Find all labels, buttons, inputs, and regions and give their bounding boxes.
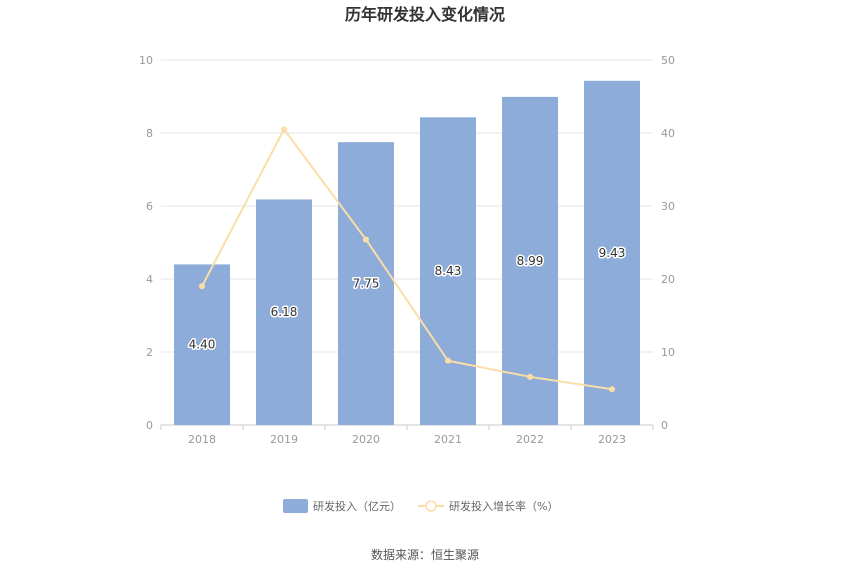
chart-title: 历年研发投入变化情况: [345, 5, 505, 24]
y-right-tick-label: 0: [661, 419, 668, 432]
source-note: 数据来源：恒生聚源: [371, 547, 479, 562]
bar: [502, 96, 558, 426]
bar: [584, 80, 640, 426]
y-left-tick-label: 0: [146, 419, 153, 432]
legend-bar-swatch: [283, 499, 308, 513]
y-left-tick-label: 4: [146, 273, 153, 286]
line-point: [281, 126, 287, 133]
growth-line: [201, 127, 613, 391]
line-point: [445, 357, 451, 364]
line-point: [199, 283, 205, 290]
gridlines: [161, 59, 653, 426]
y-right-tick-label: 10: [661, 346, 675, 359]
bar-series: 4.40 6.18 7.75 8.43 8.99 9.43: [174, 80, 640, 426]
y-left-tick-label: 8: [146, 127, 153, 140]
x-tick-label: 2020: [352, 433, 380, 446]
line-point: [363, 236, 369, 243]
y-left-tick-label: 2: [146, 346, 153, 359]
bar: [338, 142, 394, 425]
y-left-tick-label: 6: [146, 200, 153, 213]
bar: [420, 117, 476, 426]
bar-data-label: 8.99: [517, 254, 544, 268]
legend-label-bar: 研发投入（亿元）: [313, 499, 401, 513]
legend-line-marker: [425, 500, 437, 512]
x-tick-label: 2018: [188, 433, 216, 446]
y-left-tick-label: 10: [139, 54, 153, 67]
line-series: [199, 126, 615, 393]
line-point: [527, 373, 533, 380]
bar: [256, 199, 312, 425]
bar-data-label: 7.75: [353, 277, 380, 291]
x-tick-label: 2019: [270, 433, 298, 446]
y-right-tick-label: 30: [661, 200, 675, 213]
y-right-tick-label: 20: [661, 273, 675, 286]
y-right-tick-label: 40: [661, 127, 675, 140]
y-right-tick-label: 50: [661, 54, 675, 67]
bar-data-label: 9.43: [599, 246, 626, 260]
axes: 0 2 4 6 8 10 0 10 20 30 40 50 2018 2019 2020 2021 2022 20…: [139, 54, 675, 446]
legend: 研发投入（亿元） 研发投入增长率（%）: [283, 499, 558, 513]
x-tick-label: 2022: [516, 433, 544, 446]
bar-data-label: 6.18: [271, 305, 298, 319]
bar: [174, 264, 230, 425]
x-tick-label: 2023: [598, 433, 626, 446]
line-point: [609, 386, 615, 393]
bar-data-label: 8.43: [435, 264, 462, 278]
bar-data-label: 4.40: [189, 338, 216, 352]
legend-label-line: 研发投入增长率（%）: [449, 499, 558, 513]
x-tick-label: 2021: [434, 433, 462, 446]
